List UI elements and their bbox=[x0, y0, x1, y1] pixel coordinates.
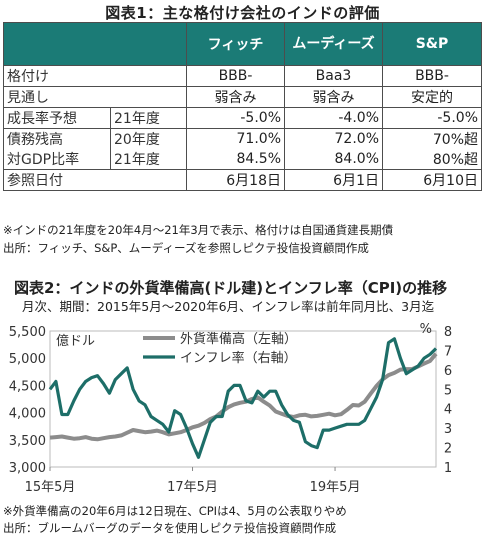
legend-label-reserves: 外貨準備高（左軸） bbox=[180, 331, 297, 347]
table-row: 格付け BBB- Baa3 BBB- bbox=[3, 65, 482, 87]
right-tick-label: 8 bbox=[444, 325, 452, 340]
chart-title: 図表2：インドの外貨準備高(ドル建)とインフレ率（CPI)の推移 bbox=[14, 279, 448, 297]
table-header-row: フィッチ ムーディーズ S&P bbox=[3, 22, 482, 66]
table-row: 参照日付 6月18日 6月1日 6月10日 bbox=[3, 169, 482, 191]
series-line-reserves bbox=[49, 352, 438, 442]
x-tick-label: 15年5月 bbox=[25, 480, 76, 495]
left-tick-label: 4,000 bbox=[9, 407, 46, 422]
right-tick-label: 4 bbox=[444, 403, 452, 418]
chart-source: 出所：ブルームバーグのデータを使用しピクテ投信投資顧問作成 bbox=[3, 521, 337, 535]
table-note: ※インドの21年度を20年4月～21年3月で表示、格付けは自国通貨建長期債 bbox=[3, 223, 394, 237]
left-tick-label: 3,500 bbox=[9, 434, 46, 449]
left-tick-label: 3,000 bbox=[9, 461, 46, 476]
right-tick-label: 2 bbox=[444, 442, 452, 457]
right-unit: % bbox=[420, 322, 432, 337]
left-tick-label: 5,000 bbox=[9, 352, 46, 367]
legend-label-inflation: インフレ率（右軸） bbox=[180, 350, 297, 366]
right-tick-label: 5 bbox=[444, 383, 452, 398]
left-tick-label: 5,500 bbox=[9, 325, 46, 340]
plot-frame bbox=[49, 330, 437, 468]
right-tick-label: 3 bbox=[444, 422, 452, 437]
table-row: 成長率予想 21年度 -5.0% -4.0% -5.0% bbox=[3, 107, 482, 129]
table-source: 出所：フィッチ、S&P、ムーディーズを参照しピクテ投信投資顧問作成 bbox=[3, 241, 369, 255]
header-sp: S&P bbox=[382, 22, 482, 66]
rating-table: フィッチ ムーディーズ S&P 格付け BBB- Baa3 BBB- 見通し 弱… bbox=[3, 22, 482, 191]
table-row: 債務残高 20年度 71.0% 72.0% 70%超 bbox=[3, 128, 482, 149]
chart-subtitle: 月次、期間：2015年5月～2020年6月、インフレ率は前年同月比、3月迄 bbox=[22, 299, 435, 314]
series-line-inflation bbox=[48, 337, 438, 459]
table-title: 図表1：主な格付け会社のインドの評価 bbox=[105, 4, 380, 22]
x-tick-label: 17年5月 bbox=[167, 480, 218, 495]
right-tick-label: 7 bbox=[444, 344, 452, 359]
x-tick-label: 19年5月 bbox=[310, 480, 361, 495]
left-unit: 億ドル bbox=[56, 333, 95, 349]
right-tick-label: 6 bbox=[444, 364, 452, 379]
chart-note: ※外貨準備高の20年6月は12日現在、CPIは4、5月の公表取りやめ bbox=[3, 504, 347, 518]
left-tick-label: 4,500 bbox=[9, 379, 46, 394]
right-tick-label: 1 bbox=[444, 461, 452, 476]
